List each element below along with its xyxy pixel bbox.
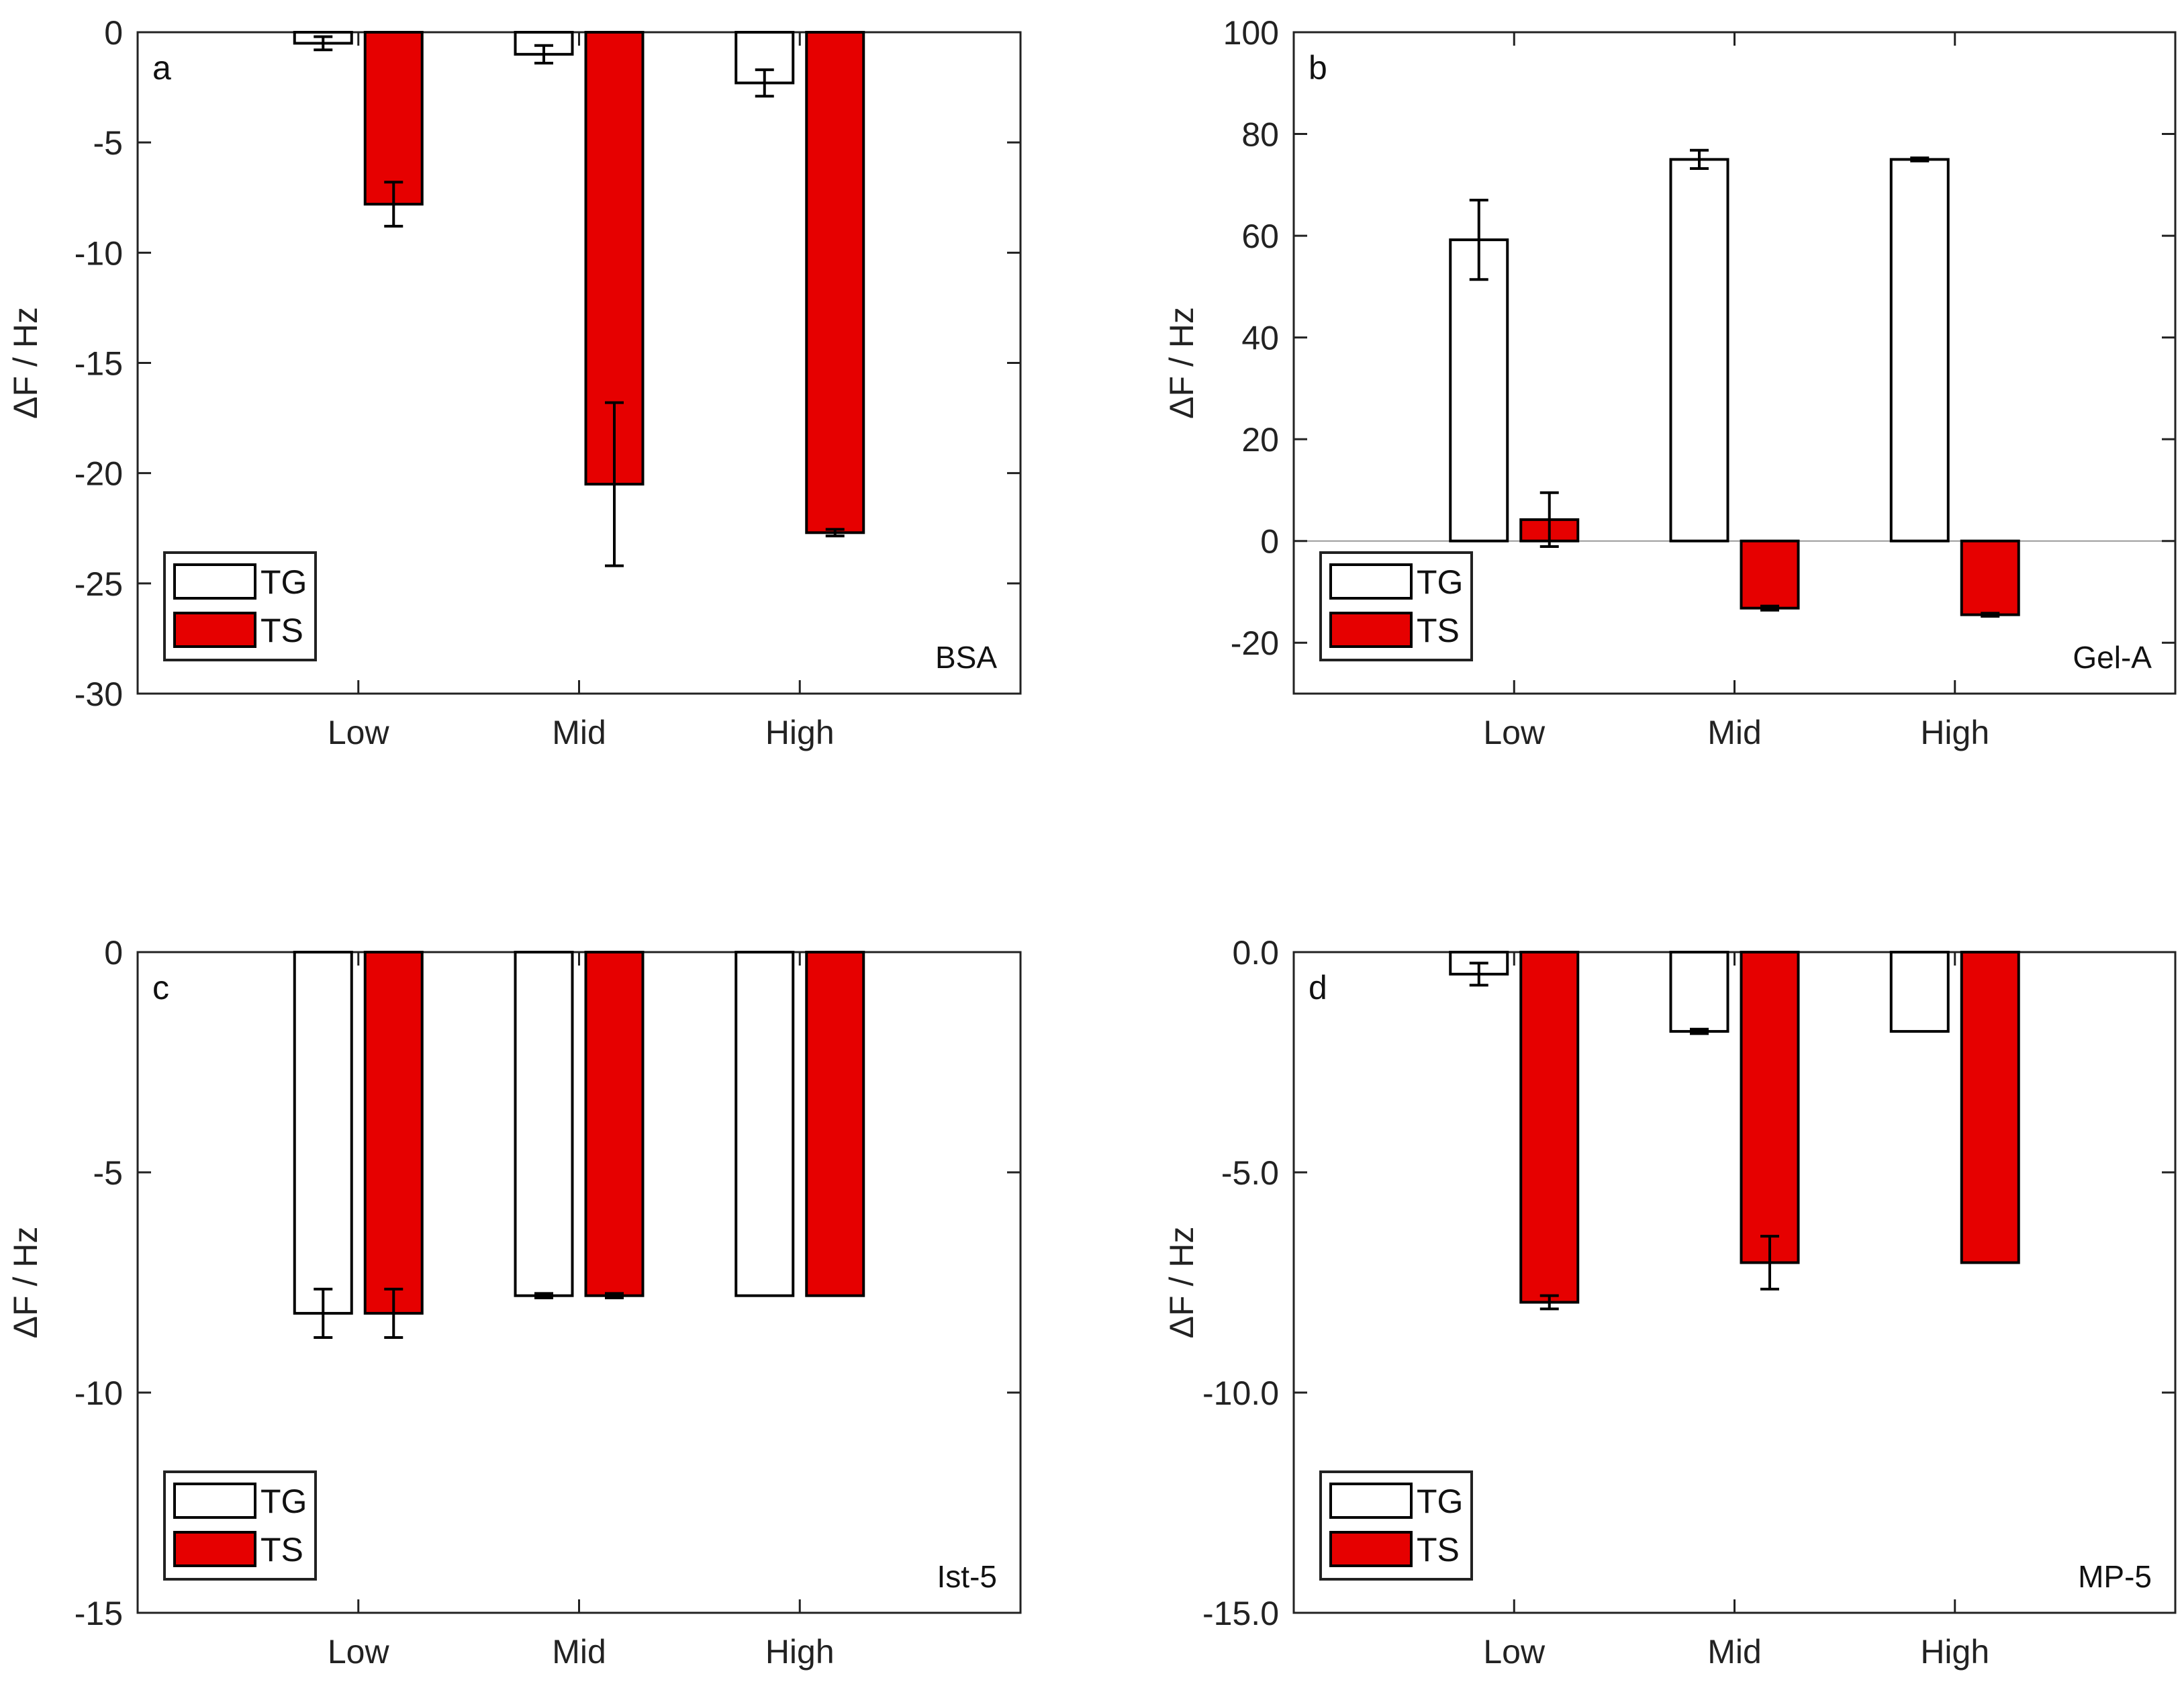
sample-label: Gel-A xyxy=(2073,640,2152,675)
y-tick-label: -5 xyxy=(93,124,123,162)
y-tick-label: -10 xyxy=(75,234,123,272)
y-axis-title: ΔF / Hz xyxy=(1163,307,1200,419)
legend-swatch-tg xyxy=(173,563,256,600)
panel-a: 0 -5 -10 -15 -20 -25 -30 Low Mid High ΔF / Hz a BSA T… xyxy=(7,14,1022,751)
panel-b: 100 80 60 40 20 0 -20 Low Mid High ΔF / Hz b Gel-A TG… xyxy=(1163,14,2177,751)
bar-ts xyxy=(584,951,645,1297)
legend-label-tg: TG xyxy=(260,563,307,601)
y-tick-label: 0 xyxy=(1260,523,1279,561)
legend-swatch-ts xyxy=(1329,612,1413,648)
x-tick-label: High xyxy=(765,1633,835,1671)
bar-tg xyxy=(1669,158,1729,543)
bar-ts xyxy=(1740,539,1800,610)
bar-ts xyxy=(1740,951,1800,1264)
legend-swatch-ts xyxy=(173,1531,256,1567)
legend-swatch-tg xyxy=(1329,1483,1413,1519)
legend-label-ts: TS xyxy=(1417,1531,1460,1568)
x-tick-label: Low xyxy=(328,714,390,751)
panel-letter: d xyxy=(1309,969,1327,1006)
x-tick-label: High xyxy=(1920,1633,1989,1671)
y-tick-label: 80 xyxy=(1241,116,1279,154)
legend-label-tg: TG xyxy=(1417,1483,1463,1520)
bar-tg xyxy=(1889,158,1950,543)
y-tick-label: -15 xyxy=(75,1595,123,1632)
x-tick-label: Low xyxy=(328,1633,390,1671)
bar-ts xyxy=(805,951,865,1297)
bar-tg xyxy=(1449,238,1509,543)
y-tick-label: 0 xyxy=(104,14,123,52)
y-tick-label: -25 xyxy=(75,565,123,603)
legend-swatch-tg xyxy=(173,1483,256,1519)
x-tick-label: Low xyxy=(1483,1633,1546,1671)
bar-ts xyxy=(805,31,865,534)
y-tick-label: -15 xyxy=(75,345,123,383)
y-tick-label: -10 xyxy=(75,1374,123,1412)
panel-d: 0.0 -5.0 -10.0 -15.0 Low Mid High ΔF / Hz d MP-5 T… xyxy=(1163,934,2177,1671)
sample-label: MP-5 xyxy=(2078,1559,2152,1594)
y-axis-title: ΔF / Hz xyxy=(1163,1227,1200,1339)
y-tick-label: -15.0 xyxy=(1202,1595,1279,1632)
bar-ts xyxy=(363,31,424,206)
y-axis-title: ΔF / Hz xyxy=(7,307,44,419)
bar-ts xyxy=(1519,951,1580,1304)
x-tick-label: Mid xyxy=(552,714,606,751)
bar-ts xyxy=(363,951,424,1315)
x-tick-label: Low xyxy=(1483,714,1546,751)
x-tick-label: High xyxy=(765,714,835,751)
x-tick-label: Mid xyxy=(552,1633,606,1671)
legend-label-ts: TS xyxy=(1417,612,1460,649)
panel-letter: c xyxy=(152,969,169,1006)
legend-label-tg: TG xyxy=(260,1483,307,1520)
panel-letter: a xyxy=(152,49,171,87)
y-tick-label: 0.0 xyxy=(1232,934,1279,972)
y-tick-label: 20 xyxy=(1241,421,1279,459)
bar-tg xyxy=(293,951,353,1315)
y-tick-label: 40 xyxy=(1241,320,1279,357)
x-tick-label: Mid xyxy=(1707,1633,1762,1671)
y-tick-label: -10.0 xyxy=(1202,1374,1279,1412)
y-tick-label: -20 xyxy=(75,455,123,493)
bar-tg xyxy=(734,951,795,1297)
sample-label: BSA xyxy=(935,640,997,675)
panel-c: 0 -5 -10 -15 Low Mid High ΔF / Hz c Ist-5 TG TS xyxy=(7,934,1022,1671)
x-tick-label: High xyxy=(1920,714,1989,751)
y-tick-label: -30 xyxy=(75,675,123,713)
panel-letter: b xyxy=(1309,49,1327,87)
legend-swatch-tg xyxy=(1329,563,1413,600)
legend-label-ts: TS xyxy=(260,1531,303,1568)
y-axis-title: ΔF / Hz xyxy=(7,1227,44,1339)
bar-ts xyxy=(1960,951,2020,1264)
legend-swatch-ts xyxy=(173,612,256,648)
y-tick-label: -20 xyxy=(1231,624,1279,662)
bar-ts xyxy=(1960,539,2020,616)
x-tick-label: Mid xyxy=(1707,714,1762,751)
bar-tg xyxy=(1669,951,1729,1033)
legend-label-ts: TS xyxy=(260,612,303,649)
y-tick-label: 0 xyxy=(104,934,123,972)
y-tick-label: -5.0 xyxy=(1221,1154,1279,1192)
legend-swatch-ts xyxy=(1329,1531,1413,1567)
y-tick-label: 100 xyxy=(1223,14,1279,52)
bar-tg xyxy=(514,951,574,1297)
bar-tg xyxy=(1889,951,1950,1033)
y-tick-label: -5 xyxy=(93,1154,123,1192)
y-tick-label: 60 xyxy=(1241,218,1279,255)
legend-label-tg: TG xyxy=(1417,563,1463,601)
sample-label: Ist-5 xyxy=(937,1559,997,1594)
